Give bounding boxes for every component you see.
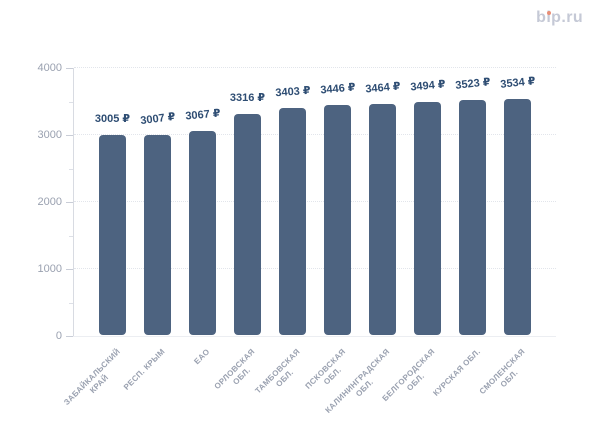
y-tick	[66, 202, 73, 203]
logo-orange-dot-icon	[546, 11, 551, 15]
y-tick	[66, 68, 73, 69]
y-tick	[66, 135, 73, 136]
y-axis-label: 2000	[37, 196, 62, 208]
y-minor-tick	[69, 235, 73, 237]
x-axis-label: РЕСП. КРЫМ	[122, 347, 167, 392]
x-axis-label: ТАМБОВСКАЯ ОБЛ.	[253, 347, 302, 396]
bar-value-label: 3316 ₽	[229, 91, 266, 104]
y-axis-label: 4000	[37, 62, 62, 74]
y-minor-tick	[69, 168, 73, 170]
bar[interactable]	[459, 99, 486, 335]
bar[interactable]	[189, 130, 216, 335]
y-gridline	[74, 201, 556, 202]
y-axis-line	[73, 68, 74, 336]
y-minor-tick	[69, 302, 73, 304]
y-gridline	[74, 134, 556, 135]
bar[interactable]	[324, 105, 351, 335]
x-axis-label: ЕАО	[192, 347, 212, 367]
x-axis-baseline	[73, 336, 556, 337]
bar[interactable]	[99, 134, 126, 335]
bip-ru-logo[interactable]: bip.ru	[536, 9, 583, 27]
bar[interactable]	[279, 107, 306, 335]
x-axis-label: СМОЛЕНСКАЯ ОБЛ.	[477, 347, 527, 396]
bar[interactable]	[234, 113, 261, 335]
y-gridline	[74, 268, 556, 269]
bar[interactable]	[144, 134, 171, 335]
x-axis-label: ЗАБАЙКАЛЬСКИЙ КРАЙ	[61, 347, 122, 407]
y-gridline	[74, 67, 556, 68]
y-axis-label: 3000	[37, 129, 62, 141]
y-tick	[66, 269, 73, 270]
y-axis-label: 0	[55, 330, 62, 342]
bar[interactable]	[369, 103, 396, 335]
bar-value-label: 3005 ₽	[94, 112, 131, 125]
bar-value-label: 3067 ₽	[184, 106, 221, 123]
y-minor-tick	[69, 101, 73, 103]
bar[interactable]	[414, 101, 441, 335]
y-tick	[66, 336, 73, 337]
bar[interactable]	[504, 99, 531, 335]
y-axis-label: 1000	[37, 263, 62, 275]
